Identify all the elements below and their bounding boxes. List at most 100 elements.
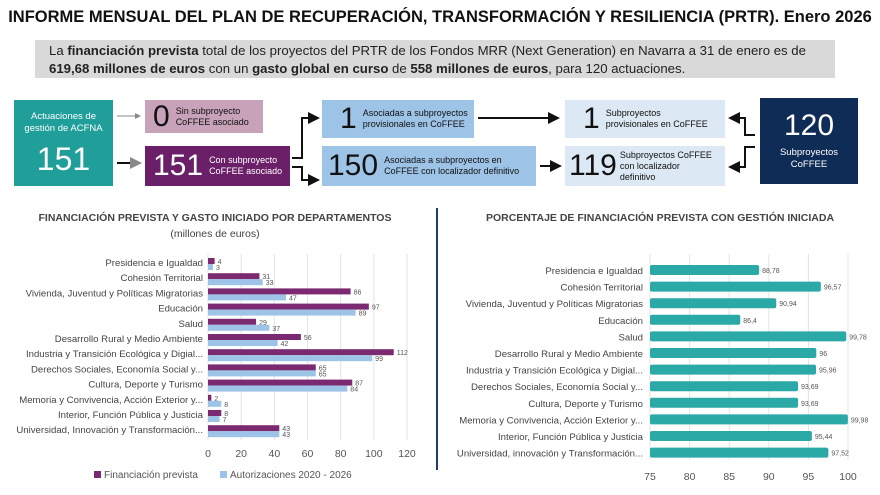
data-label: 86,4 (743, 318, 757, 325)
data-label: 93,69 (801, 401, 819, 408)
data-label: 65 (319, 371, 327, 378)
bar (650, 431, 812, 441)
prov-box: 1 Asociadas a subproyectos provisionales … (322, 100, 474, 138)
arrow-icon (292, 166, 320, 186)
data-label: 2 (214, 396, 218, 403)
data-label: 3 (216, 265, 220, 272)
left-chart-subtitle: (millones de euros) (170, 228, 260, 240)
data-label: 65 (319, 365, 327, 372)
summary-text: de (388, 61, 411, 76)
bar (208, 324, 270, 331)
bar (650, 397, 799, 408)
summary-text: total de los proyectos del PRTR de los F… (198, 43, 806, 58)
bar (208, 318, 257, 325)
bar (208, 416, 220, 422)
bar (650, 364, 817, 375)
tick-label: 20 (235, 448, 247, 460)
bar (650, 414, 848, 425)
tick-label: 120 (398, 448, 416, 460)
category-label: Derechos Sociales, Economía Social y... (31, 364, 203, 375)
bar (208, 294, 286, 301)
data-label: 37 (272, 326, 280, 333)
data-label: 99 (375, 356, 383, 363)
data-label: 88,78 (762, 268, 780, 275)
bar (208, 410, 222, 416)
data-label: 33 (266, 280, 274, 287)
bar (208, 258, 215, 264)
bar (650, 298, 777, 309)
left-chart-title: FINANCIACIÓN PREVISTA Y GASTO INICIADO P… (38, 212, 392, 224)
sin-label: Sin subproyecto CoFFEE asociado (175, 105, 249, 127)
con-label: Con subproyecto CoFFEE asociado (209, 155, 283, 176)
bar (208, 370, 316, 377)
category-label: Salud (178, 319, 203, 330)
legend-label: Autorizaciones 2020 - 2026 (230, 470, 352, 481)
bar (650, 314, 741, 325)
sin-box: 0 Sin subproyecto CoFFEE asociado (145, 100, 263, 133)
data-label: 95,96 (819, 368, 837, 375)
category-label: Cohesión Territorial (121, 273, 203, 284)
category-label: Derechos Sociales, Economía Social y... (471, 382, 643, 393)
bar (208, 303, 369, 310)
data-label: 87 (355, 381, 363, 388)
legend-label: Financiación prevista (104, 470, 198, 481)
data-label: 96 (819, 351, 827, 358)
category-label: Interior, Función Pública y Justicia (498, 432, 644, 443)
summary-bold: 558 millones de euros (410, 61, 549, 76)
category-label: Presidencia e Igualdad (105, 258, 203, 269)
bar (650, 381, 799, 392)
arrow-icon (292, 112, 320, 159)
category-label: Educación (158, 304, 203, 315)
bar (208, 309, 356, 316)
page-title: INFORME MENSUAL DEL PLAN DE RECUPERACIÓN… (8, 8, 872, 26)
def-label: Asociadas a subproyectos en CoFFEE con l… (384, 155, 520, 176)
category-label: Educación (598, 316, 643, 327)
flow-arrows (117, 112, 755, 186)
summary-bold: financiación prevista (67, 43, 199, 58)
summary-text: La (49, 43, 68, 58)
bar (208, 340, 278, 346)
data-label: 8 (224, 402, 228, 409)
data-label: 86 (354, 289, 362, 296)
bar (650, 348, 817, 358)
con-box: 151 Con subproyecto CoFFEE asociado (145, 146, 290, 186)
data-label: 112 (397, 350, 408, 357)
bar (208, 279, 263, 286)
subdef-value: 119 (569, 149, 617, 182)
data-label: 90,94 (779, 301, 797, 308)
tick-label: 0 (205, 448, 211, 460)
subdef-box: 119 Subproyectos CoFFEE con localizador d… (565, 146, 725, 186)
category-label: Universidad, innovación y Transformación… (457, 449, 643, 460)
right-chart-title: PORCENTAJE DE FINANCIACIÓN PREVISTA CON … (485, 212, 835, 224)
category-label: Industria y Transición Ecológica y Digia… (26, 349, 203, 360)
total-label: Subproyectos CoFFEE (779, 147, 839, 170)
category-label: Memoria y Convivencia, Acción Exterior y… (459, 415, 643, 426)
bar (208, 355, 373, 362)
bar (208, 400, 222, 407)
legend-swatch (94, 471, 101, 478)
acfna-value: 151 (36, 141, 91, 177)
data-label: 29 (259, 320, 267, 327)
arrow-icon (728, 146, 755, 173)
bar (208, 379, 353, 386)
tick-label: 60 (302, 448, 314, 460)
data-label: 7 (223, 417, 227, 424)
bar (650, 447, 829, 458)
category-label: Interior, Función Pública y Justicia (58, 410, 204, 421)
data-label: 93,69 (801, 384, 819, 391)
subdef-label: Subproyectos CoFFEE con localizador defi… (619, 149, 712, 182)
data-label: 31 (262, 274, 270, 281)
bar (208, 425, 280, 432)
acfna-label: Actuaciones de gestión de ACFNA (24, 111, 103, 134)
category-label: Salud (618, 332, 643, 343)
legend-swatch (220, 471, 227, 478)
data-label: 4 (218, 259, 222, 266)
sin-value: 0 (153, 99, 170, 133)
tick-label: 90 (763, 471, 775, 483)
data-label: 56 (304, 335, 312, 342)
total-box: 120 Subproyectos CoFFEE (760, 98, 858, 184)
data-label: 96,57 (824, 285, 842, 292)
total-value: 120 (783, 109, 835, 142)
data-label: 97 (372, 305, 380, 312)
data-label: 99,98 (851, 417, 869, 424)
